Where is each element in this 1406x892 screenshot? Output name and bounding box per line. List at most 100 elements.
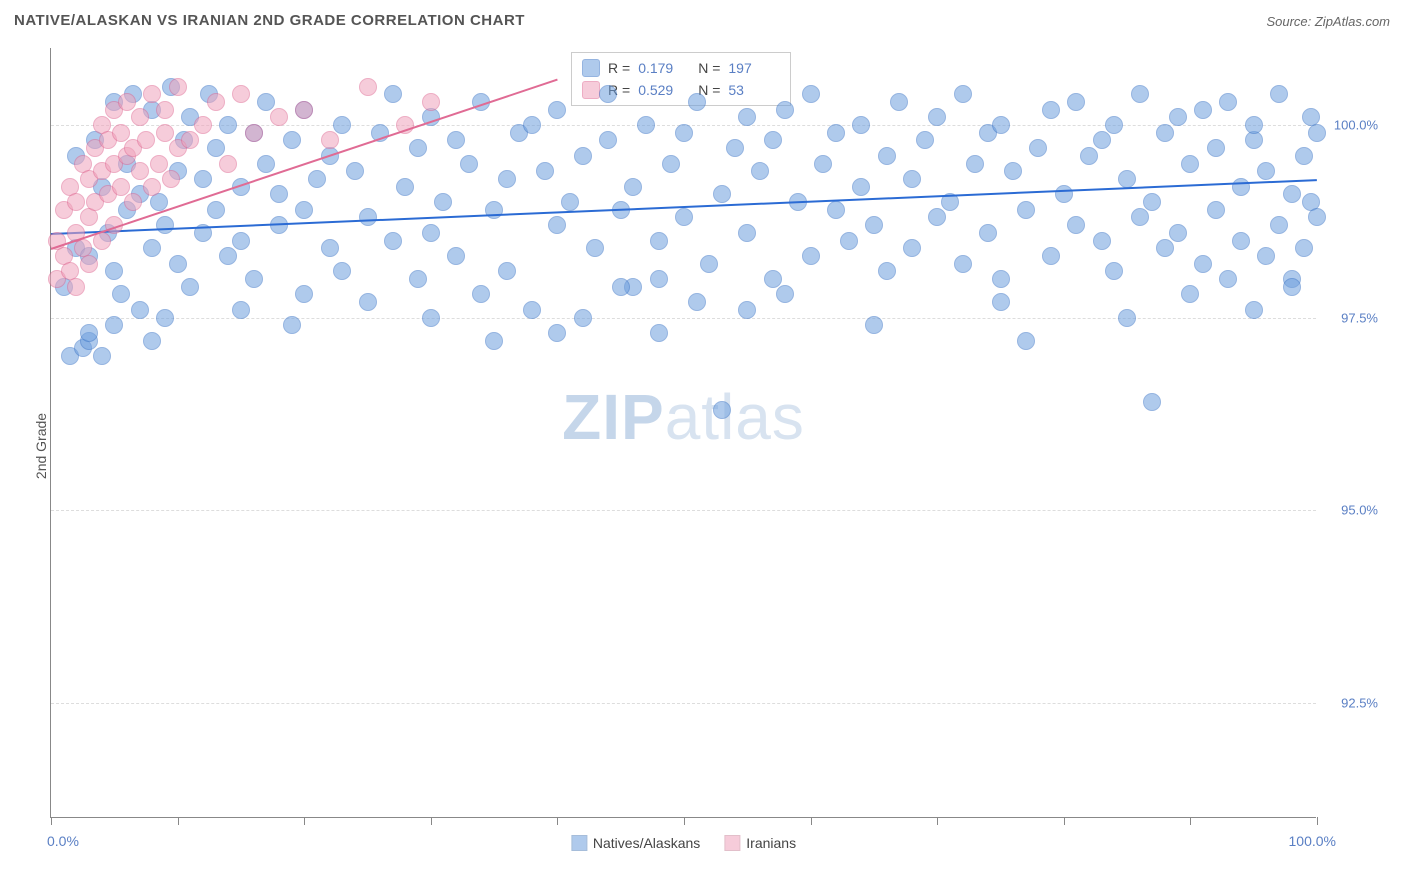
gridline <box>51 510 1316 511</box>
scatter-point <box>150 193 168 211</box>
scatter-point <box>181 131 199 149</box>
x-tick <box>1064 817 1065 825</box>
scatter-point <box>1118 309 1136 327</box>
scatter-point <box>131 108 149 126</box>
scatter-point <box>992 293 1010 311</box>
scatter-point <box>840 232 858 250</box>
scatter-point <box>827 124 845 142</box>
scatter-point <box>283 131 301 149</box>
scatter-point <box>105 316 123 334</box>
y-axis-label: 2nd Grade <box>33 413 49 479</box>
scatter-point <box>992 270 1010 288</box>
scatter-point <box>321 239 339 257</box>
scatter-point <box>283 316 301 334</box>
scatter-point <box>257 93 275 111</box>
scatter-point <box>574 147 592 165</box>
scatter-point <box>814 155 832 173</box>
scatter-point <box>574 309 592 327</box>
scatter-point <box>143 332 161 350</box>
scatter-point <box>764 270 782 288</box>
legend-r-value: 0.529 <box>638 82 690 98</box>
scatter-point <box>1156 239 1174 257</box>
scatter-point <box>207 93 225 111</box>
scatter-point <box>321 131 339 149</box>
scatter-point <box>878 262 896 280</box>
legend-swatch <box>582 59 600 77</box>
scatter-point <box>802 247 820 265</box>
scatter-point <box>194 116 212 134</box>
scatter-point <box>954 255 972 273</box>
legend-swatch <box>724 835 740 851</box>
scatter-point <box>1270 216 1288 234</box>
scatter-point <box>1131 85 1149 103</box>
scatter-point <box>928 208 946 226</box>
scatter-point <box>156 309 174 327</box>
scatter-point <box>523 116 541 134</box>
scatter-point <box>333 262 351 280</box>
scatter-point <box>219 155 237 173</box>
legend-label: Natives/Alaskans <box>593 835 700 851</box>
scatter-point <box>599 85 617 103</box>
scatter-point <box>295 101 313 119</box>
scatter-point <box>827 201 845 219</box>
scatter-point <box>764 131 782 149</box>
x-tick <box>431 817 432 825</box>
scatter-point <box>523 301 541 319</box>
scatter-point <box>966 155 984 173</box>
scatter-point <box>688 293 706 311</box>
scatter-point <box>1067 216 1085 234</box>
scatter-point <box>1245 116 1263 134</box>
scatter-point <box>637 116 655 134</box>
legend-n-value: 53 <box>728 82 780 98</box>
legend-label: Iranians <box>746 835 796 851</box>
scatter-point <box>650 324 668 342</box>
scatter-point <box>890 93 908 111</box>
scatter-point <box>561 193 579 211</box>
x-axis-label-left: 0.0% <box>47 833 79 849</box>
scatter-point <box>1232 178 1250 196</box>
scatter-point <box>852 178 870 196</box>
scatter-point <box>1283 185 1301 203</box>
scatter-point <box>359 293 377 311</box>
scatter-point <box>992 116 1010 134</box>
scatter-point <box>232 85 250 103</box>
x-tick <box>51 817 52 825</box>
scatter-point <box>308 170 326 188</box>
scatter-point <box>422 224 440 242</box>
scatter-point <box>650 232 668 250</box>
x-tick <box>684 817 685 825</box>
scatter-point <box>80 324 98 342</box>
scatter-point <box>954 85 972 103</box>
scatter-point <box>156 101 174 119</box>
legend-swatch <box>571 835 587 851</box>
scatter-point <box>738 301 756 319</box>
scatter-point <box>1067 93 1085 111</box>
scatter-point <box>245 270 263 288</box>
scatter-point <box>865 216 883 234</box>
watermark: ZIPatlas <box>562 380 805 454</box>
scatter-point <box>498 262 516 280</box>
scatter-point <box>162 170 180 188</box>
bottom-legend-item: Natives/Alaskans <box>571 835 700 851</box>
scatter-point <box>1169 224 1187 242</box>
scatter-point <box>852 116 870 134</box>
legend-r-label: R = <box>608 60 630 76</box>
legend-row: R =0.179N =197 <box>582 57 780 79</box>
scatter-point <box>207 139 225 157</box>
scatter-point <box>207 201 225 219</box>
legend-n-value: 197 <box>728 60 780 76</box>
scatter-point <box>1207 201 1225 219</box>
scatter-point <box>1257 162 1275 180</box>
scatter-point <box>232 301 250 319</box>
scatter-point <box>1181 285 1199 303</box>
scatter-point <box>257 155 275 173</box>
scatter-point <box>688 93 706 111</box>
x-tick <box>811 817 812 825</box>
scatter-point <box>118 93 136 111</box>
y-tick-label: 100.0% <box>1334 118 1378 133</box>
y-tick-label: 95.0% <box>1341 503 1378 518</box>
scatter-point <box>1080 147 1098 165</box>
scatter-point <box>67 278 85 296</box>
scatter-point <box>1143 393 1161 411</box>
scatter-point <box>434 193 452 211</box>
